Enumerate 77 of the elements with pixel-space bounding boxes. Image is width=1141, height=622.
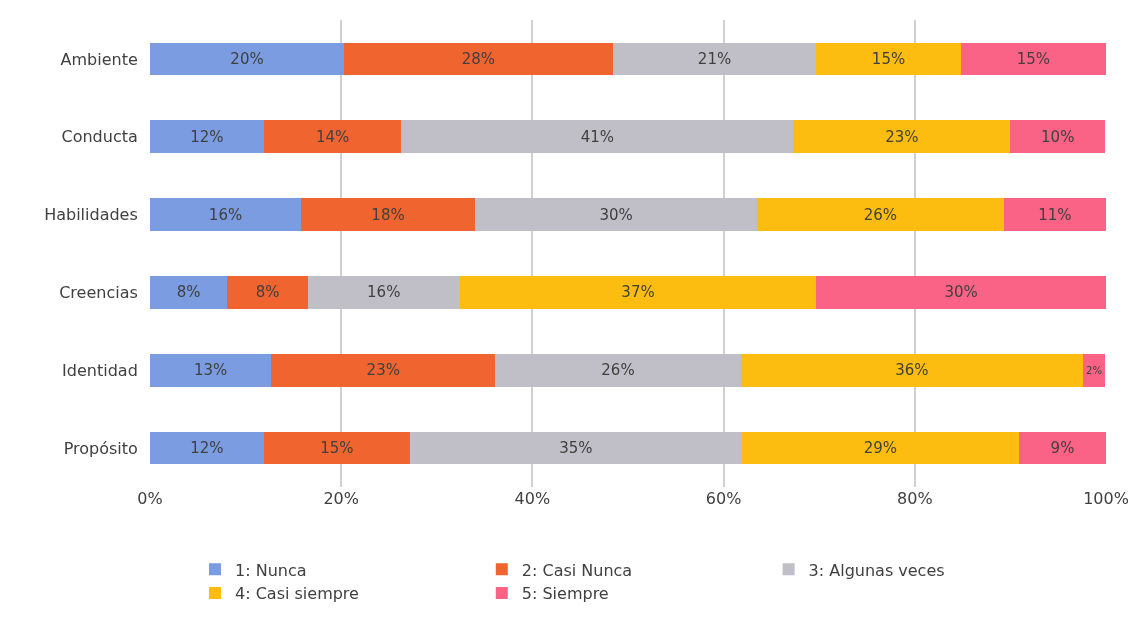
bar [612,42,817,76]
x-tick-label: 80% [897,489,933,508]
bar [1083,353,1106,387]
bar [227,276,308,309]
x-tick-label: 0% [137,489,163,508]
data-label: 21% [697,49,732,68]
bar [307,276,460,309]
bar [741,431,1019,465]
data-label: 16% [367,283,401,302]
data-label: 30% [599,205,633,224]
legend-label: 2: Casi Nunca [521,560,633,580]
x-tick-label: 60% [705,489,742,508]
data-label: 15% [320,439,354,458]
x-tick-label: 40% [514,489,551,508]
data-label: 23% [885,127,919,146]
data-label: 28% [461,49,496,68]
data-label: 23% [366,361,400,380]
data-label: 16% [208,205,243,224]
bar [793,120,1011,154]
x-tick-label: 100% [1083,489,1129,508]
data-label: 26% [601,361,635,380]
legend-label: 4: Casi siempre [235,584,359,604]
bar [816,42,961,76]
bar [301,198,476,231]
legend-label: 3: Algunas veces [808,560,945,580]
data-label: 36% [895,361,929,380]
bar [150,276,228,309]
data-label: 12% [190,127,224,146]
bar [459,276,817,309]
bar [150,431,264,465]
data-label: 8% [176,283,201,302]
bar [410,431,742,465]
data-label: 8% [255,283,280,302]
data-label: 13% [194,361,228,380]
data-label: 26% [863,205,898,224]
bar [816,276,1106,309]
y-tick-label: Conducta [61,127,138,147]
y-tick-label: Creencias [59,283,138,303]
legend-label: 1: Nunca [235,560,307,580]
bar [1019,431,1106,465]
y-tick-label: Propósito [63,438,138,458]
bar [263,120,402,154]
x-tick-label: 20% [323,489,359,508]
data-label: 41% [580,127,615,146]
data-label: 15% [871,49,906,68]
bar [1010,120,1106,154]
data-label: 9% [1050,439,1075,458]
data-label: 30% [944,283,978,302]
bar [1003,198,1106,231]
data-label: 20% [230,49,264,68]
data-label: 12% [190,439,224,458]
bar [495,353,741,387]
data-label: 29% [863,439,898,458]
bar [150,353,272,387]
legend-label: 5: Siempre [521,584,609,604]
bar [757,198,1004,231]
data-label: 2% [1086,364,1103,376]
data-label: 37% [621,283,655,302]
bar [150,120,264,154]
data-label: 35% [559,439,593,458]
bar [960,42,1106,76]
data-label: 18% [371,205,405,224]
bar [344,42,613,76]
bar [401,120,794,154]
y-tick-label: Identidad [62,360,138,380]
data-label: 11% [1038,205,1072,224]
bar [475,198,758,231]
data-label: 14% [315,127,350,146]
data-label: 15% [1016,49,1051,68]
bar [740,353,1084,387]
bar [150,198,302,231]
bar [263,431,411,465]
bar [271,353,496,387]
data-label: 10% [1041,127,1075,146]
bar [150,42,345,76]
y-tick-label: Ambiente [60,49,138,69]
y-tick-label: Habilidades [44,205,138,225]
